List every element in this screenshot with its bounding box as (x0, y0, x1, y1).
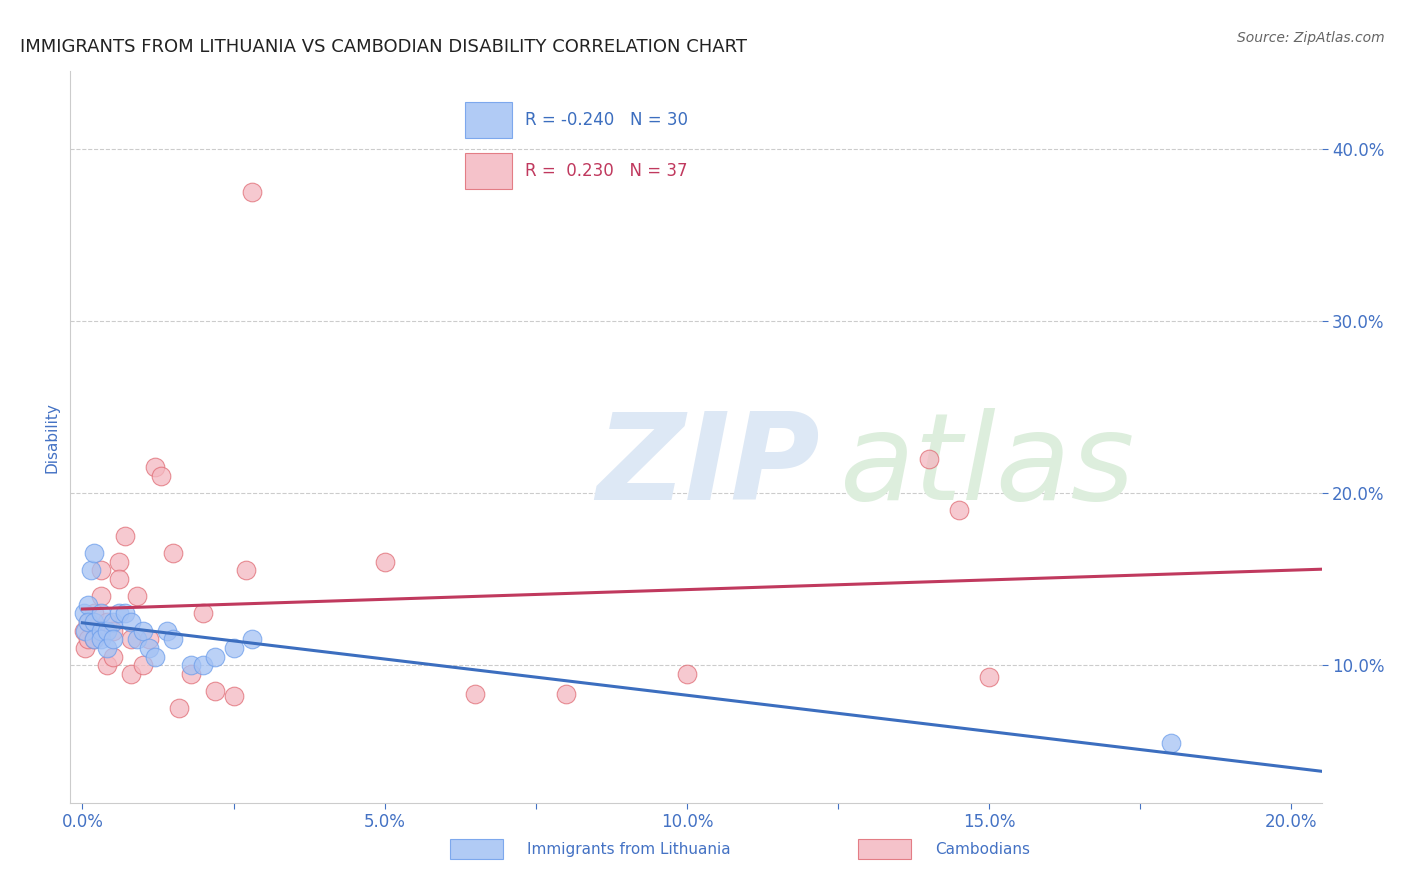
Point (156, 624, 179, 638)
Point (120, 666, 142, 681)
Point (89, 624, 111, 638)
Text: IMMIGRANTS FROM LITHUANIA VS CAMBODIAN DISABILITY CORRELATION CHART: IMMIGRANTS FROM LITHUANIA VS CAMBODIAN D… (20, 38, 747, 56)
Point (101, 624, 124, 638)
Point (89, 632, 111, 647)
Point (89, 607, 111, 621)
Point (235, 564, 257, 578)
Point (120, 632, 142, 647)
Point (204, 684, 226, 698)
Point (143, 460, 166, 475)
Point (96, 624, 118, 638)
Point (374, 555, 396, 569)
Point (162, 546, 184, 560)
Point (222, 640, 245, 655)
Point (96, 658, 118, 673)
Point (918, 451, 941, 466)
Point (193, 658, 215, 673)
Point (77, 615, 100, 629)
Point (83, 546, 105, 560)
Point (1160, 735, 1182, 749)
Point (83, 632, 105, 647)
Text: Cambodians: Cambodians (935, 842, 1031, 856)
Point (89, 589, 111, 603)
Text: atlas: atlas (839, 408, 1135, 524)
Point (138, 640, 160, 655)
Point (83, 615, 105, 629)
Point (132, 624, 155, 638)
Point (132, 658, 155, 673)
Point (101, 632, 124, 647)
Point (125, 589, 148, 603)
Text: Immigrants from Lithuania: Immigrants from Lithuania (527, 842, 731, 856)
Point (75, 624, 97, 638)
Point (77, 615, 100, 629)
Point (240, 185, 263, 199)
Point (204, 649, 226, 664)
Point (120, 615, 142, 629)
Point (107, 572, 129, 586)
Point (89, 564, 111, 578)
Point (193, 607, 215, 621)
Point (143, 649, 166, 664)
Text: Source: ZipAtlas.com: Source: ZipAtlas.com (1237, 31, 1385, 45)
Point (676, 666, 699, 681)
Point (149, 468, 172, 483)
Point (96, 640, 118, 655)
Point (138, 632, 160, 647)
Point (83, 632, 105, 647)
Point (77, 598, 100, 612)
Point (107, 555, 129, 569)
Point (464, 687, 486, 701)
Point (180, 666, 202, 681)
Point (180, 658, 202, 673)
Point (979, 670, 1001, 684)
Point (80, 564, 103, 578)
Point (167, 701, 190, 715)
Point (75, 640, 97, 655)
Point (73, 607, 96, 621)
Point (240, 632, 263, 647)
Point (77, 632, 100, 647)
Point (162, 632, 184, 647)
Text: ZIP: ZIP (596, 408, 820, 524)
Point (96, 615, 118, 629)
Point (101, 615, 124, 629)
Point (222, 689, 245, 703)
Y-axis label: Disability: Disability (44, 401, 59, 473)
Point (555, 687, 578, 701)
Point (107, 607, 129, 621)
Point (101, 649, 124, 664)
Point (948, 503, 970, 517)
Point (114, 529, 136, 543)
Point (125, 632, 148, 647)
Point (83, 607, 105, 621)
Point (73, 624, 96, 638)
Point (114, 607, 136, 621)
